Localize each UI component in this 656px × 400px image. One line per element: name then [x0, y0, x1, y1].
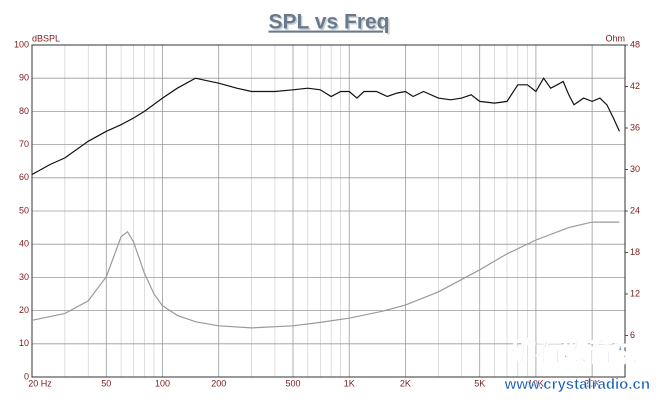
y-tick-label: 80	[19, 106, 29, 116]
y-tick-label: 60	[19, 172, 29, 182]
x-tick-label: 200	[211, 378, 226, 388]
watermark-url: www.crystalradio.cn	[504, 376, 650, 393]
plot-area: 20 Hz 50 100 200 500 1K 2K 5K 10K 20K 0 10 20 30 40 50 6…	[14, 39, 640, 388]
y2-tick-label: 30	[630, 164, 640, 174]
y2-tick-label: 18	[630, 247, 640, 257]
series-line	[31, 221, 620, 329]
x-tick-label: 500	[285, 378, 300, 388]
y-tick-label: 10	[19, 338, 29, 348]
series-line	[31, 77, 620, 176]
y-tick-label: 90	[19, 73, 29, 83]
y-tick-label: 100	[14, 39, 29, 49]
y2-tick-label: 36	[630, 122, 640, 132]
y2-tick-label: 48	[630, 39, 640, 49]
y2-tick-label: 6	[630, 330, 635, 340]
x-tick-label: 20 Hz	[28, 378, 52, 388]
y2-axis-label: Ohm	[605, 33, 625, 43]
plot-border	[31, 44, 626, 378]
x-tick-label: 5K	[474, 378, 485, 388]
chart-title: SPL vs Freq	[269, 11, 390, 34]
y-axis-label: dBSPL	[32, 33, 60, 43]
y-tick-label: 0	[24, 371, 29, 381]
y2-tick-label: 12	[630, 288, 640, 298]
y2-tick-label: 24	[630, 205, 640, 215]
x-tick-label: 2K	[400, 378, 411, 388]
x-tick-label: 50	[101, 378, 111, 388]
watermark-brand: 矿石收音机	[510, 337, 640, 367]
y-tick-label: 50	[19, 205, 29, 215]
y-tick-label: 70	[19, 139, 29, 149]
y2-tick-label: 42	[630, 81, 640, 91]
x-tick-label: 1K	[344, 378, 355, 388]
x-tick-label: 20K	[584, 378, 600, 388]
y-tick-label: 30	[19, 272, 29, 282]
x-tick-label: 100	[155, 378, 170, 388]
title-shadow: SPL vs Freq	[270, 12, 391, 35]
x-tick-label: 10K	[528, 378, 544, 388]
y-tick-label: 20	[19, 305, 29, 315]
y-tick-label: 40	[19, 239, 29, 249]
